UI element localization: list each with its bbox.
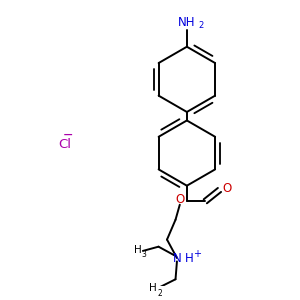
Text: 2: 2: [158, 289, 162, 298]
Text: H: H: [134, 244, 142, 254]
Text: NH: NH: [178, 16, 196, 29]
Text: Cl: Cl: [58, 138, 71, 151]
Text: H: H: [149, 283, 157, 293]
Text: 3: 3: [142, 250, 146, 260]
Text: O: O: [222, 182, 232, 195]
Text: O: O: [175, 194, 184, 206]
Text: 2: 2: [199, 21, 204, 30]
Text: +: +: [193, 249, 200, 259]
Text: H: H: [185, 251, 194, 265]
Text: N: N: [172, 251, 181, 265]
